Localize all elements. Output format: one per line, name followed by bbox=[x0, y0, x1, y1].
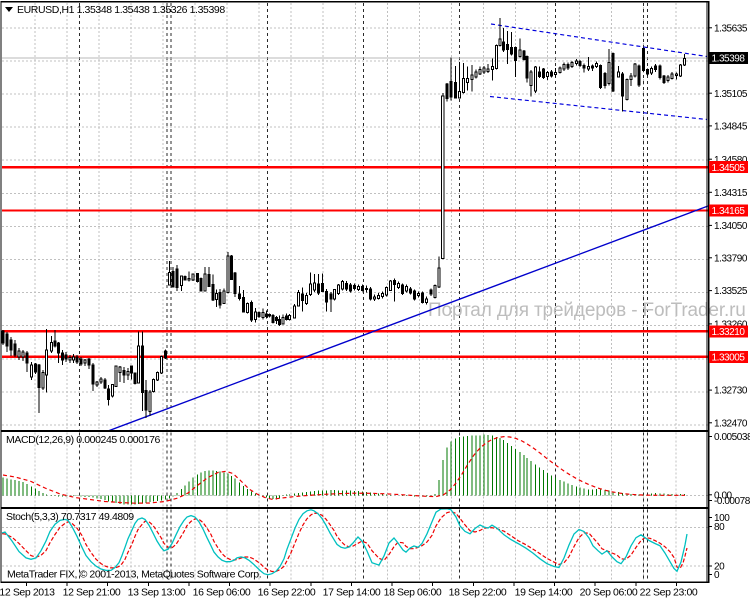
svg-text:1.33790: 1.33790 bbox=[714, 253, 748, 264]
svg-text:12 Sep 21:00: 12 Sep 21:00 bbox=[63, 587, 121, 599]
svg-text:1.33260: 1.33260 bbox=[714, 320, 748, 331]
svg-text:22 Sep 23:00: 22 Sep 23:00 bbox=[640, 587, 698, 599]
svg-text:16 Sep 22:00: 16 Sep 22:00 bbox=[258, 587, 316, 599]
svg-text:EURUSD,H1 1.35348 1.35438 1.3: EURUSD,H1 1.35348 1.35438 1.35326 1.3539… bbox=[17, 4, 225, 16]
svg-text:13 Sep 13:00: 13 Sep 13:00 bbox=[128, 587, 186, 599]
svg-text:19 Sep 14:00: 19 Sep 14:00 bbox=[515, 587, 573, 599]
svg-text:1.34165: 1.34165 bbox=[712, 206, 746, 217]
svg-text:17 Sep 14:00: 17 Sep 14:00 bbox=[323, 587, 381, 599]
svg-text:-0.000786: -0.000786 bbox=[714, 496, 750, 507]
svg-text:20: 20 bbox=[714, 562, 725, 573]
svg-text:1.34505: 1.34505 bbox=[712, 163, 746, 174]
svg-text:1.35635: 1.35635 bbox=[714, 23, 748, 34]
svg-text:20 Sep 06:00: 20 Sep 06:00 bbox=[580, 587, 638, 599]
svg-text:18 Sep 22:00: 18 Sep 22:00 bbox=[449, 587, 507, 599]
svg-text:12 Sep 2013: 12 Sep 2013 bbox=[0, 587, 55, 599]
svg-text:16 Sep 06:00: 16 Sep 06:00 bbox=[193, 587, 251, 599]
svg-text:1.33210: 1.33210 bbox=[712, 327, 746, 338]
svg-text:1.32470: 1.32470 bbox=[714, 418, 748, 429]
svg-text:MetaTrader FIX, © 2001-2013, M: MetaTrader FIX, © 2001-2013, MetaQuotes … bbox=[7, 569, 261, 581]
svg-text:Stoch(5,3,3) 70.7317 49.4809: Stoch(5,3,3) 70.7317 49.4809 bbox=[6, 511, 134, 523]
svg-text:0.005038: 0.005038 bbox=[714, 432, 750, 443]
svg-text:1.35398: 1.35398 bbox=[712, 54, 746, 65]
svg-text:1.33525: 1.33525 bbox=[714, 286, 748, 297]
svg-text:0: 0 bbox=[714, 570, 720, 581]
svg-text:MACD(12,26,9) 0.000245 0.00017: MACD(12,26,9) 0.000245 0.000176 bbox=[6, 434, 161, 446]
svg-text:1.32730: 1.32730 bbox=[714, 386, 748, 397]
svg-text:1.34845: 1.34845 bbox=[714, 122, 748, 133]
svg-text:1.33005: 1.33005 bbox=[712, 353, 746, 364]
svg-text:0.00: 0.00 bbox=[714, 490, 733, 501]
svg-text:1.34580: 1.34580 bbox=[714, 155, 748, 166]
svg-text:80: 80 bbox=[714, 522, 725, 533]
svg-text:Портал для трейдеров - ForTrad: Портал для трейдеров - ForTrader.ru bbox=[428, 300, 746, 321]
svg-text:1.34315: 1.34315 bbox=[714, 188, 748, 199]
svg-text:18 Sep 06:00: 18 Sep 06:00 bbox=[384, 587, 442, 599]
svg-text:1.34050: 1.34050 bbox=[714, 221, 748, 232]
svg-text:1.35105: 1.35105 bbox=[714, 89, 748, 100]
svg-text:100: 100 bbox=[714, 513, 730, 524]
